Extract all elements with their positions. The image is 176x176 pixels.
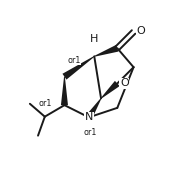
Polygon shape bbox=[61, 77, 68, 105]
Text: O: O bbox=[120, 78, 129, 89]
Text: or1: or1 bbox=[67, 56, 81, 65]
Polygon shape bbox=[62, 56, 95, 80]
Text: or1: or1 bbox=[38, 99, 52, 108]
Text: O: O bbox=[136, 26, 145, 36]
Polygon shape bbox=[94, 45, 118, 57]
Polygon shape bbox=[101, 81, 120, 99]
Polygon shape bbox=[86, 98, 101, 119]
Text: N: N bbox=[85, 112, 93, 122]
Text: or1: or1 bbox=[84, 127, 97, 137]
Text: H: H bbox=[90, 34, 98, 44]
